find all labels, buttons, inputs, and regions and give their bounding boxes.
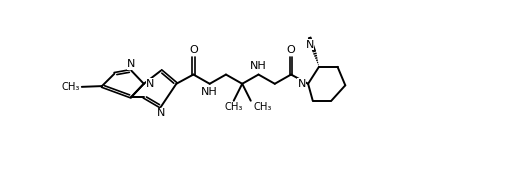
Text: CH₃: CH₃ [224, 102, 243, 112]
Text: O: O [286, 45, 295, 55]
Text: NH: NH [202, 87, 218, 97]
Text: NH: NH [250, 61, 267, 71]
Text: N: N [127, 59, 136, 69]
Text: N: N [297, 79, 306, 89]
Text: N: N [146, 79, 154, 89]
Text: CH₃: CH₃ [61, 82, 79, 92]
Text: CH₃: CH₃ [254, 102, 272, 112]
Text: O: O [189, 45, 198, 55]
Text: N: N [156, 108, 165, 118]
Text: N: N [306, 40, 314, 50]
